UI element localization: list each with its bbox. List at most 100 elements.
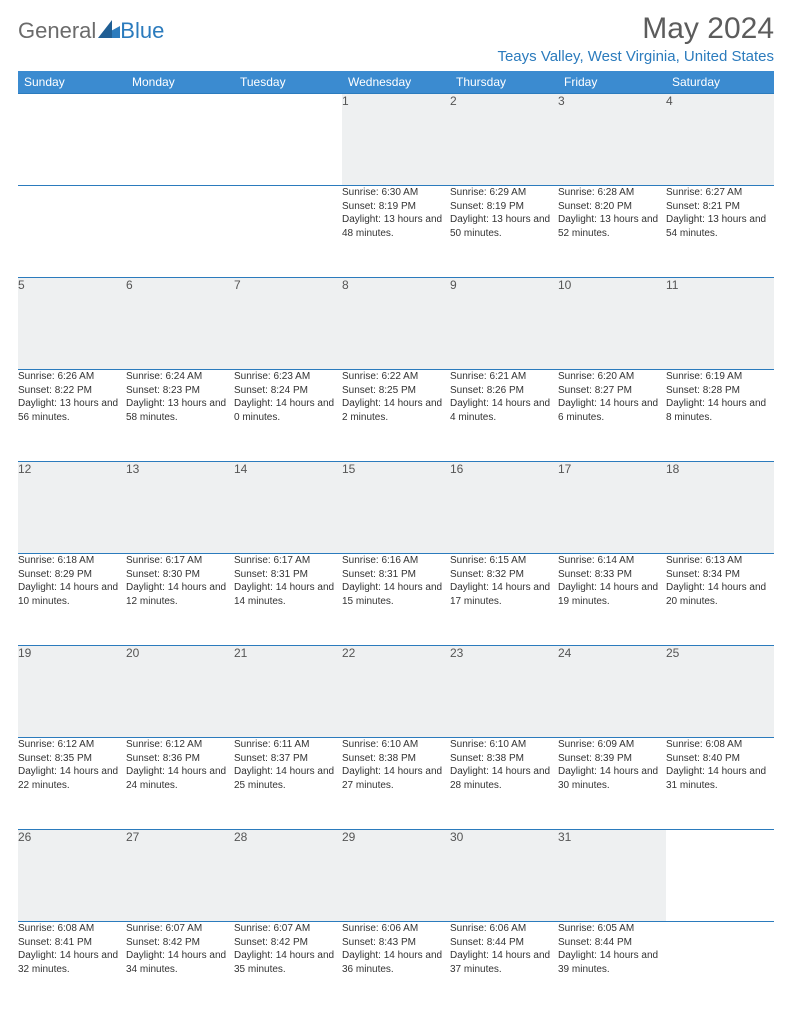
sunset-line: Sunset: 8:28 PM	[666, 384, 774, 398]
day-detail-cell: Sunrise: 6:11 AMSunset: 8:37 PMDaylight:…	[234, 738, 342, 830]
daylight-label: Daylight:	[666, 766, 705, 777]
sunrise-label: Sunrise:	[342, 187, 379, 198]
day-number: 9	[450, 278, 457, 292]
sunrise-line: Sunrise: 6:06 AM	[342, 922, 450, 936]
sunrise-line: Sunrise: 6:17 AM	[234, 554, 342, 568]
day-detail-cell: Sunrise: 6:08 AMSunset: 8:40 PMDaylight:…	[666, 738, 774, 830]
sunset-line: Sunset: 8:40 PM	[666, 752, 774, 766]
daylight-label: Daylight:	[18, 582, 57, 593]
sunset-value: 8:39 PM	[595, 753, 632, 764]
sunrise-line: Sunrise: 6:05 AM	[558, 922, 666, 936]
day-detail-cell: Sunrise: 6:29 AMSunset: 8:19 PMDaylight:…	[450, 186, 558, 278]
sunset-line: Sunset: 8:34 PM	[666, 568, 774, 582]
day-number-cell: 7	[234, 278, 342, 370]
sunset-value: 8:42 PM	[271, 937, 308, 948]
daylight-line: Daylight: 14 hours and 35 minutes.	[234, 949, 342, 976]
sunrise-value: 6:10 AM	[489, 739, 526, 750]
day-number-cell: 9	[450, 278, 558, 370]
week-detail-row: Sunrise: 6:12 AMSunset: 8:35 PMDaylight:…	[18, 738, 774, 830]
brand-part2: Blue	[120, 18, 164, 44]
day-number-cell	[666, 830, 774, 922]
day-number-cell: 15	[342, 462, 450, 554]
sunrise-label: Sunrise:	[18, 739, 55, 750]
day-number-cell: 22	[342, 646, 450, 738]
sunrise-value: 6:12 AM	[57, 739, 94, 750]
sunrise-value: 6:24 AM	[165, 371, 202, 382]
sunset-value: 8:40 PM	[703, 753, 740, 764]
calendar-table: SundayMondayTuesdayWednesdayThursdayFrid…	[18, 71, 774, 1014]
sunset-line: Sunset: 8:27 PM	[558, 384, 666, 398]
sunrise-value: 6:19 AM	[705, 371, 742, 382]
sunrise-label: Sunrise:	[558, 923, 595, 934]
sunrise-line: Sunrise: 6:08 AM	[666, 738, 774, 752]
sunset-label: Sunset:	[666, 753, 700, 764]
daylight-line: Daylight: 14 hours and 37 minutes.	[450, 949, 558, 976]
title-block: May 2024 Teays Valley, West Virginia, Un…	[497, 12, 774, 65]
day-detail-cell: Sunrise: 6:24 AMSunset: 8:23 PMDaylight:…	[126, 370, 234, 462]
daylight-line: Daylight: 14 hours and 19 minutes.	[558, 581, 666, 608]
day-detail-cell: Sunrise: 6:15 AMSunset: 8:32 PMDaylight:…	[450, 554, 558, 646]
day-number-cell: 8	[342, 278, 450, 370]
sunset-line: Sunset: 8:30 PM	[126, 568, 234, 582]
sunrise-value: 6:21 AM	[489, 371, 526, 382]
day-number-cell: 12	[18, 462, 126, 554]
sunrise-label: Sunrise:	[234, 371, 271, 382]
daylight-label: Daylight:	[126, 950, 165, 961]
day-detail-cell: Sunrise: 6:17 AMSunset: 8:30 PMDaylight:…	[126, 554, 234, 646]
daylight-line: Daylight: 14 hours and 30 minutes.	[558, 765, 666, 792]
daylight-line: Daylight: 14 hours and 0 minutes.	[234, 397, 342, 424]
day-number: 13	[126, 462, 139, 476]
day-detail-cell: Sunrise: 6:21 AMSunset: 8:26 PMDaylight:…	[450, 370, 558, 462]
daylight-label: Daylight:	[342, 214, 381, 225]
sunset-value: 8:31 PM	[271, 569, 308, 580]
sunrise-label: Sunrise:	[666, 187, 703, 198]
day-number: 25	[666, 646, 679, 660]
sunrise-value: 6:16 AM	[381, 555, 418, 566]
day-number-cell	[18, 94, 126, 186]
daylight-label: Daylight:	[234, 950, 273, 961]
daylight-line: Daylight: 14 hours and 25 minutes.	[234, 765, 342, 792]
sunrise-label: Sunrise:	[18, 923, 55, 934]
sunset-value: 8:38 PM	[487, 753, 524, 764]
sunset-line: Sunset: 8:37 PM	[234, 752, 342, 766]
sunrise-label: Sunrise:	[666, 371, 703, 382]
daylight-label: Daylight:	[18, 950, 57, 961]
sunrise-label: Sunrise:	[18, 555, 55, 566]
sunrise-value: 6:23 AM	[273, 371, 310, 382]
day-number-cell: 28	[234, 830, 342, 922]
sunset-label: Sunset:	[450, 937, 484, 948]
day-number-cell: 27	[126, 830, 234, 922]
sunset-label: Sunset:	[666, 569, 700, 580]
day-detail-cell	[126, 186, 234, 278]
sunset-value: 8:21 PM	[703, 201, 740, 212]
sunset-value: 8:24 PM	[271, 385, 308, 396]
day-number-cell: 13	[126, 462, 234, 554]
day-number-cell	[126, 94, 234, 186]
sunset-label: Sunset:	[18, 569, 52, 580]
daylight-label: Daylight:	[450, 766, 489, 777]
logo-icon	[98, 18, 120, 44]
sunset-label: Sunset:	[666, 385, 700, 396]
sunrise-line: Sunrise: 6:11 AM	[234, 738, 342, 752]
daylight-label: Daylight:	[234, 398, 273, 409]
day-number: 30	[450, 830, 463, 844]
sunrise-label: Sunrise:	[342, 923, 379, 934]
sunrise-value: 6:26 AM	[57, 371, 94, 382]
sunrise-label: Sunrise:	[342, 739, 379, 750]
day-number-cell: 23	[450, 646, 558, 738]
sunset-line: Sunset: 8:29 PM	[18, 568, 126, 582]
day-number-cell: 10	[558, 278, 666, 370]
day-detail-cell: Sunrise: 6:22 AMSunset: 8:25 PMDaylight:…	[342, 370, 450, 462]
daylight-line: Daylight: 14 hours and 6 minutes.	[558, 397, 666, 424]
brand-logo: General Blue	[18, 18, 164, 44]
sunrise-line: Sunrise: 6:23 AM	[234, 370, 342, 384]
sunset-label: Sunset:	[558, 385, 592, 396]
daylight-label: Daylight:	[558, 398, 597, 409]
sunrise-value: 6:06 AM	[489, 923, 526, 934]
sunset-value: 8:29 PM	[55, 569, 92, 580]
sunrise-value: 6:14 AM	[597, 555, 634, 566]
sunrise-value: 6:22 AM	[381, 371, 418, 382]
sunrise-value: 6:08 AM	[705, 739, 742, 750]
day-number: 16	[450, 462, 463, 476]
daylight-line: Daylight: 13 hours and 56 minutes.	[18, 397, 126, 424]
